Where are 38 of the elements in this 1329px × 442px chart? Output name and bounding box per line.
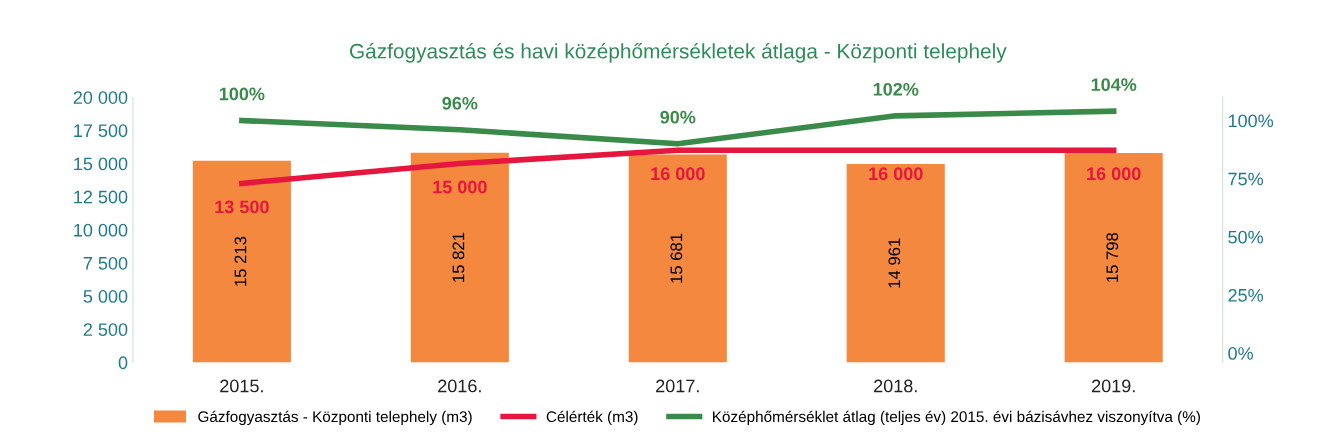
data-label: 100% [219, 87, 265, 101]
data-label: 102% [873, 82, 919, 96]
data-label: 15 798 [1106, 232, 1119, 282]
y-tick-label: 10 000 [74, 223, 128, 237]
y-tick-label: 2 500 [83, 323, 128, 337]
y2-tick-label: 0% [1228, 347, 1253, 360]
data-label: 16 000 [1087, 167, 1141, 181]
y-tick-label: 7 500 [83, 256, 128, 270]
y-tick-label: 5 000 [83, 290, 128, 303]
data-label: 16 000 [651, 167, 705, 181]
y-tick-label: 12 500 [74, 190, 128, 204]
x-tick-label: 2016. [438, 379, 481, 393]
data-label: 13 500 [215, 200, 269, 214]
legend-label: Célérték (m3) [546, 410, 638, 426]
data-label: 14 961 [888, 238, 901, 288]
data-label: 15 681 [670, 233, 683, 283]
y2-tick-label: 50% [1228, 230, 1264, 244]
y2-tick-label: 25% [1228, 288, 1264, 302]
chart-title: Gázfogyasztás és havi középhőmérsékletek átlaga - Központi telephely [349, 43, 1007, 63]
data-label: 104% [1091, 78, 1137, 92]
legend-label: Középhőmérséklet átlag (teljes év) 2015. évi bázisávhez viszonyítva (%) [713, 410, 1200, 426]
data-label: 15 000 [433, 180, 487, 194]
y2-tick-label: 100% [1228, 114, 1274, 128]
y-tick-label: 17 500 [74, 124, 128, 138]
x-tick-label: 2015. [220, 379, 263, 393]
x-tick-label: 2017. [656, 379, 699, 393]
y2-tick-label: 75% [1228, 172, 1264, 186]
y-tick-label: 15 000 [74, 157, 128, 171]
y-tick-label: 0 [118, 356, 128, 370]
data-label: 96% [442, 96, 478, 110]
y-tick-label: 20 000 [73, 91, 128, 104]
x-tick-label: 2019. [1092, 379, 1135, 393]
x-tick-label: 2018. [874, 379, 917, 393]
legend-label: Gázfogyasztás - Központi telephely (m3) [198, 410, 472, 426]
data-label: 15 213 [234, 236, 247, 286]
data-label: 90% [660, 110, 696, 124]
data-label: 16 000 [869, 167, 923, 181]
data-label: 15 821 [452, 232, 465, 282]
